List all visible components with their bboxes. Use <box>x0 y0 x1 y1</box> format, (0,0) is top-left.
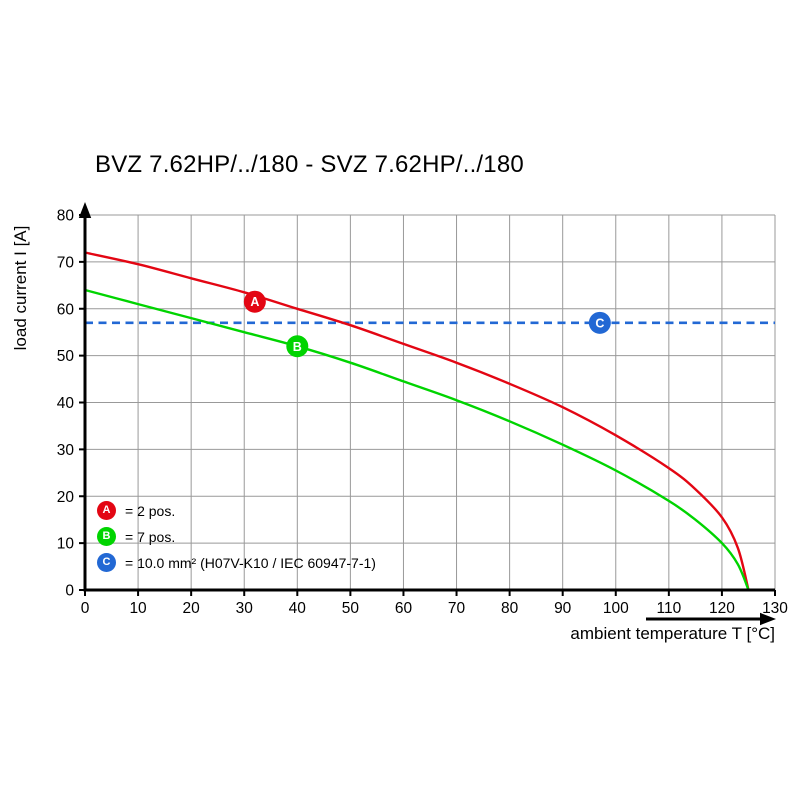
x-tick-label: 100 <box>603 600 629 617</box>
y-tick-label: 50 <box>57 348 75 365</box>
x-tick-label: 40 <box>289 600 307 617</box>
legend-item-c: C = 10.0 mm² (H07V-K10 / IEC 60947-7-1) <box>97 553 376 572</box>
x-tick-label: 10 <box>129 600 147 617</box>
x-tick-label: 110 <box>656 600 681 617</box>
marker-C-letter: C <box>595 316 604 330</box>
y-tick-label: 0 <box>65 583 74 600</box>
marker-B-icon <box>286 335 309 358</box>
y-tick-label: 30 <box>57 442 75 459</box>
x-tick-label: 120 <box>709 600 735 617</box>
legend-marker-b-icon: B <box>97 527 116 546</box>
x-tick-label: 50 <box>342 600 360 617</box>
legend-label-b: = 7 pos. <box>125 528 176 545</box>
curve-A <box>84 251 750 591</box>
legend-marker-c-letter: C <box>102 556 111 568</box>
legend-marker-a-letter: A <box>102 504 111 516</box>
x-tick-label: 70 <box>448 600 466 617</box>
y-tick-label: 70 <box>57 254 75 271</box>
marker-A-letter: A <box>250 295 259 309</box>
legend-item-a: A = 2 pos. <box>97 501 376 520</box>
curve-B <box>84 288 750 591</box>
x-tick-label: 30 <box>236 600 254 617</box>
chart-title: BVZ 7.62HP/../180 - SVZ 7.62HP/../180 <box>95 151 524 178</box>
y-tick-label: 60 <box>57 301 75 318</box>
x-tick-label: 130 <box>762 600 788 617</box>
x-axis-label: ambient temperature T [°C] <box>570 624 775 643</box>
marker-B-letter: B <box>293 340 302 354</box>
legend-label-c: = 10.0 mm² (H07V-K10 / IEC 60947-7-1) <box>125 554 376 571</box>
marker-A-icon <box>243 290 266 313</box>
y-tick-label: 20 <box>57 489 75 506</box>
legend-label-a: = 2 pos. <box>125 502 176 519</box>
y-tick-label: 80 <box>57 208 75 225</box>
marker-C-icon <box>588 311 611 334</box>
x-tick-label: 60 <box>395 600 413 617</box>
x-tick-label: 80 <box>501 600 519 617</box>
legend-marker-a-icon: A <box>97 501 116 520</box>
x-tick-label: 0 <box>81 600 90 617</box>
legend-marker-c-icon: C <box>97 553 116 572</box>
chart-legend: A = 2 pos. B = 7 pos. C = 10.0 mm² (H07V… <box>97 501 376 572</box>
legend-marker-b-letter: B <box>102 530 111 542</box>
x-axis-arrowhead-icon <box>760 612 776 626</box>
x-tick-label: 20 <box>183 600 201 617</box>
y-tick-label: 40 <box>57 395 75 412</box>
x-tick-label: 90 <box>554 600 572 617</box>
legend-item-b: B = 7 pos. <box>97 527 376 546</box>
y-tick-label: 10 <box>57 536 75 553</box>
